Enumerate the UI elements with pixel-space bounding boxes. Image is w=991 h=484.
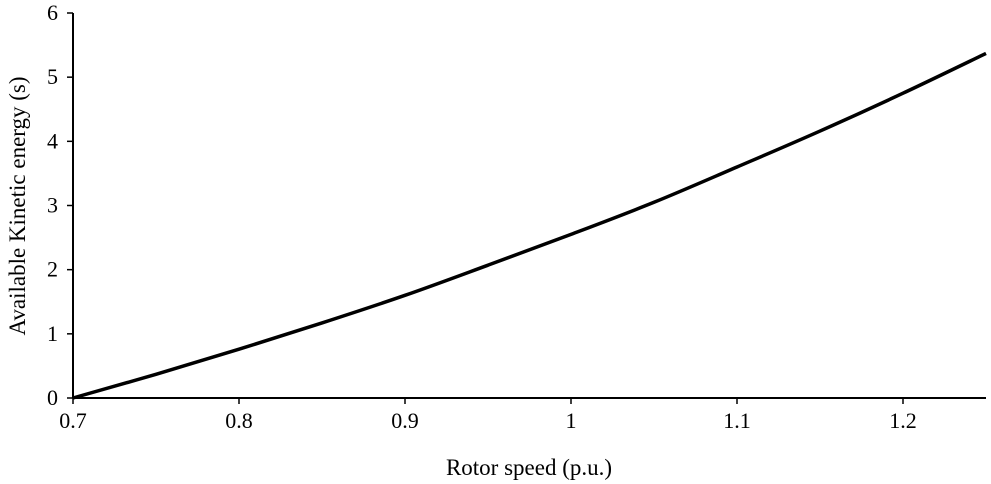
axes (72, 13, 986, 399)
x-ticks: 0.7 0.8 0.9 1 1.1 1.2 (59, 398, 917, 433)
y-tick-label: 5 (47, 64, 58, 89)
series-layer (72, 51, 987, 400)
y-axis-label: Available Kinetic energy (s) (5, 76, 30, 335)
x-axis-label: Rotor speed (p.u.) (446, 455, 612, 480)
y-tick-label: 4 (47, 128, 58, 153)
x-tick-label: 0.8 (225, 408, 253, 433)
x-tick-label: 0.9 (391, 408, 419, 433)
y-ticks: 0 1 2 3 4 5 6 (47, 0, 73, 410)
series-line (72, 51, 987, 400)
y-tick-label: 1 (47, 321, 58, 346)
x-tick-label: 1 (566, 408, 577, 433)
x-tick-label: 0.7 (59, 408, 87, 433)
y-tick-label: 0 (47, 385, 58, 410)
y-tick-label: 6 (47, 0, 58, 25)
x-tick-label: 1.1 (723, 408, 751, 433)
y-tick-label: 2 (47, 257, 58, 282)
y-tick-label: 3 (47, 193, 58, 218)
x-tick-label: 1.2 (889, 408, 917, 433)
